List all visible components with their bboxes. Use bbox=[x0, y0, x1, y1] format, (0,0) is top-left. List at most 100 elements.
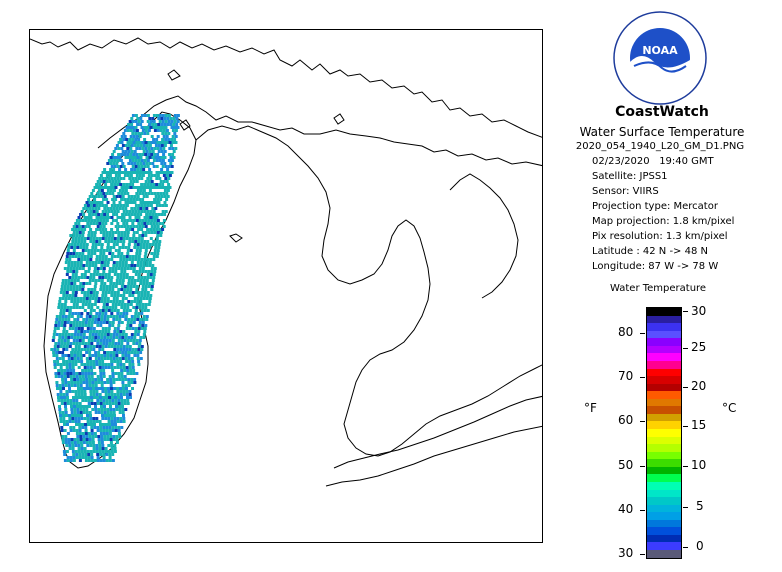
sst-pixel bbox=[74, 312, 78, 315]
sst-pixel bbox=[108, 234, 112, 237]
sst-pixel bbox=[150, 288, 154, 291]
sst-pixel bbox=[89, 309, 93, 312]
sst-pixel bbox=[55, 357, 59, 360]
sst-pixel bbox=[98, 348, 102, 351]
sst-pixel bbox=[142, 336, 146, 339]
sst-pixel bbox=[83, 330, 87, 333]
sst-pixel bbox=[118, 264, 122, 267]
sst-pixel bbox=[128, 366, 132, 369]
sst-pixel bbox=[95, 444, 99, 447]
sst-pixel bbox=[108, 324, 112, 327]
sst-pixel bbox=[107, 276, 111, 279]
sst-pixel bbox=[101, 312, 105, 315]
sst-pixel bbox=[119, 345, 123, 348]
sst-pixel bbox=[64, 381, 68, 384]
sst-pixel bbox=[117, 342, 121, 345]
sst-pixel bbox=[96, 219, 100, 222]
c-tick-mark bbox=[683, 466, 688, 467]
sst-pixel bbox=[133, 336, 137, 339]
sst-pixel bbox=[105, 198, 109, 201]
sst-pixel bbox=[132, 186, 136, 189]
sst-pixel bbox=[141, 234, 145, 237]
sst-pixel bbox=[65, 420, 69, 423]
sst-pixel bbox=[95, 183, 99, 186]
sst-pixel bbox=[76, 357, 80, 360]
sst-pixel bbox=[55, 354, 59, 357]
sst-pixel bbox=[118, 435, 122, 438]
sst-pixel bbox=[118, 357, 122, 360]
sst-pixel bbox=[62, 393, 66, 396]
sst-pixel bbox=[84, 432, 88, 435]
sst-pixel bbox=[85, 207, 89, 210]
sst-pixel bbox=[96, 192, 100, 195]
sst-pixel bbox=[155, 177, 159, 180]
sst-pixel bbox=[143, 222, 147, 225]
sst-pixel bbox=[116, 183, 120, 186]
sst-pixel bbox=[129, 288, 133, 291]
sst-pixel bbox=[147, 180, 151, 183]
sst-pixel bbox=[92, 417, 96, 420]
sst-pixel bbox=[156, 174, 160, 177]
sst-pixel bbox=[100, 264, 104, 267]
sst-pixel bbox=[101, 294, 105, 297]
sst-pixel bbox=[124, 408, 128, 411]
sst-pixel bbox=[58, 411, 62, 414]
great-lakes-map bbox=[30, 37, 542, 487]
sst-pixel bbox=[101, 348, 105, 351]
sst-pixel bbox=[118, 282, 122, 285]
sst-pixel bbox=[83, 450, 87, 453]
sst-pixel bbox=[163, 195, 167, 198]
sst-pixel bbox=[76, 243, 80, 246]
sst-pixel bbox=[63, 453, 67, 456]
f-tick-label: 70 bbox=[618, 369, 634, 383]
sst-pixel bbox=[80, 291, 84, 294]
sst-pixel bbox=[126, 324, 130, 327]
sst-pixel bbox=[126, 321, 130, 324]
colorbar-segment bbox=[647, 406, 681, 414]
sst-pixel bbox=[141, 225, 145, 228]
sst-pixel bbox=[110, 420, 114, 423]
sst-pixel bbox=[116, 222, 120, 225]
sst-pixel bbox=[76, 435, 80, 438]
sst-pixel bbox=[81, 303, 85, 306]
sst-pixel bbox=[108, 252, 112, 255]
sst-pixel bbox=[106, 408, 110, 411]
sst-pixel bbox=[118, 315, 122, 318]
sst-pixel bbox=[104, 240, 108, 243]
sst-pixel bbox=[83, 417, 87, 420]
sst-pixel bbox=[91, 333, 95, 336]
sst-pixel bbox=[153, 192, 157, 195]
sst-pixel bbox=[100, 408, 104, 411]
sst-pixel bbox=[76, 279, 80, 282]
sst-pixel bbox=[105, 285, 109, 288]
sst-pixel bbox=[139, 351, 143, 354]
sst-pixel bbox=[83, 348, 87, 351]
sst-pixel bbox=[131, 258, 135, 261]
sst-pixel bbox=[116, 363, 120, 366]
sst-pixel bbox=[123, 234, 127, 237]
sst-pixel bbox=[119, 330, 123, 333]
sst-pixel bbox=[74, 363, 78, 366]
sst-pixel bbox=[110, 171, 114, 174]
sst-pixel bbox=[126, 303, 130, 306]
sst-pixel bbox=[116, 159, 120, 162]
sst-pixel bbox=[83, 255, 87, 258]
sst-pixel bbox=[131, 327, 135, 330]
sst-pixel bbox=[81, 453, 85, 456]
sst-pixel bbox=[73, 438, 77, 441]
sst-pixel bbox=[128, 291, 132, 294]
sst-pixel bbox=[113, 171, 117, 174]
sst-pixel bbox=[106, 315, 110, 318]
sst-pixel bbox=[136, 195, 140, 198]
sst-pixel bbox=[104, 345, 108, 348]
sst-pixel bbox=[165, 186, 169, 189]
sst-pixel bbox=[131, 294, 135, 297]
sst-pixel bbox=[83, 345, 87, 348]
sst-pixel bbox=[85, 411, 89, 414]
sst-pixel bbox=[54, 375, 58, 378]
sst-pixel bbox=[140, 120, 144, 123]
legend-title: Water Temperature bbox=[610, 283, 707, 294]
sst-pixel bbox=[138, 198, 142, 201]
sst-pixel bbox=[75, 402, 79, 405]
sst-pixel bbox=[95, 216, 99, 219]
